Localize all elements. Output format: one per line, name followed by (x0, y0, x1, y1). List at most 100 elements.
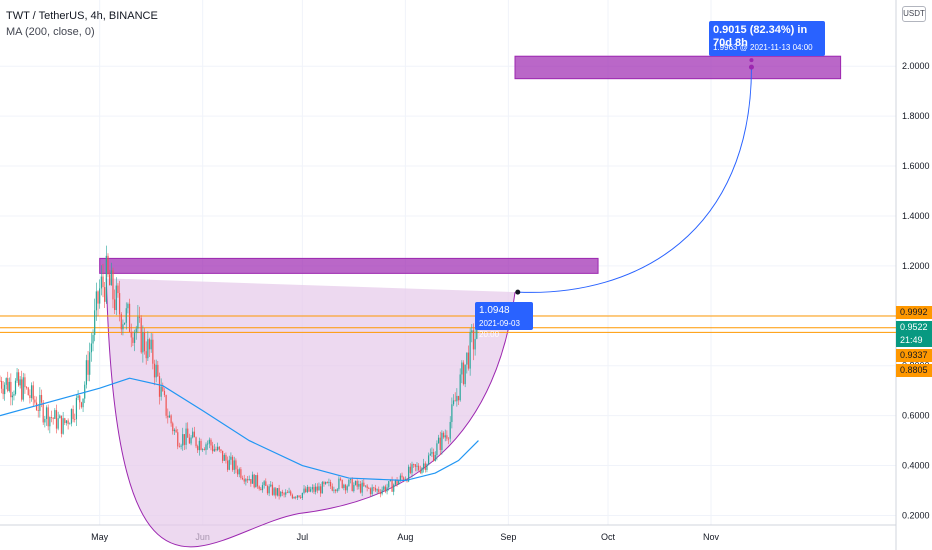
candle-body (207, 443, 209, 445)
y-tick-label: 1.6000 (902, 161, 930, 171)
candle-body (246, 479, 249, 481)
projection-tooltip: 0.9015 (82.34%) in 70d 8h 1.9963 @ 2021-… (709, 21, 825, 56)
candle-body (383, 486, 385, 490)
candle-body (138, 316, 141, 318)
candle-body (213, 449, 215, 452)
candle-body (469, 332, 471, 369)
target-zone[interactable] (514, 55, 842, 80)
candle-body (236, 469, 239, 475)
candle-body (318, 486, 320, 491)
candle-body (394, 479, 396, 485)
y-tick-label: 0.2000 (902, 510, 930, 520)
candle-body (148, 339, 151, 350)
candle-body (240, 469, 242, 478)
candle-body (286, 492, 289, 494)
candle-body (432, 452, 435, 461)
candle-body (132, 337, 134, 343)
projection-curve[interactable] (517, 67, 752, 293)
candle-body (7, 378, 9, 391)
candle-body (315, 486, 317, 492)
candle-body (276, 488, 279, 496)
resistance-zone[interactable] (99, 257, 599, 274)
cup-pattern-curve (105, 278, 516, 548)
candle-body (13, 394, 15, 396)
projection-start-point[interactable] (515, 289, 521, 295)
price-pill: 21:49 (896, 334, 932, 347)
candle-body (44, 418, 46, 423)
price-pill: 0.9522 (896, 321, 932, 334)
candle-body (238, 469, 240, 475)
candle-body (84, 384, 86, 399)
candle-body (300, 497, 302, 498)
candle-body (147, 339, 149, 359)
y-tick-label: 1.8000 (902, 111, 930, 121)
projection-end-point[interactable] (748, 64, 754, 70)
currency-button[interactable]: USDT (902, 6, 926, 22)
candle-body (16, 372, 18, 381)
candle-body (220, 449, 222, 451)
candle-body (364, 485, 367, 487)
indicator-label[interactable]: MA (200, close, 0) (6, 26, 95, 38)
candle-body (452, 400, 455, 405)
price-pill-label: 0.9992 (900, 307, 928, 317)
candle-body (11, 395, 14, 398)
candle-body (22, 377, 24, 400)
candle-body (130, 332, 132, 338)
candle-body (444, 435, 446, 438)
candle-body (173, 429, 176, 432)
candle-body (321, 482, 323, 494)
projection-handle[interactable] (749, 58, 754, 63)
candle-body (419, 469, 421, 473)
candle-body (398, 480, 400, 485)
candle-body (359, 483, 362, 493)
candle-body (298, 495, 300, 498)
candle-body (2, 388, 4, 395)
candle-body (50, 417, 53, 418)
candle-body (128, 303, 131, 333)
candle-body (466, 352, 468, 365)
candle-body (338, 478, 340, 490)
candle-body (163, 391, 166, 396)
candle-body (323, 482, 325, 485)
candle-body (82, 398, 84, 408)
candle-body (25, 387, 28, 388)
candle-body (436, 443, 438, 456)
candle-body (329, 481, 332, 487)
candle-body (255, 475, 257, 488)
candle-body (54, 410, 56, 419)
candle-body (281, 491, 284, 494)
point-price-label: 1.0948 (479, 305, 510, 316)
candle-body (29, 395, 31, 399)
x-tick-label: May (91, 532, 109, 542)
candle-body (386, 487, 388, 492)
candle-body (14, 380, 17, 395)
candle-body (423, 463, 425, 468)
candle-body (371, 487, 373, 494)
candle-body (168, 415, 171, 418)
candle-body (80, 402, 83, 408)
candle-body (102, 276, 104, 288)
candle-body (391, 479, 393, 492)
candle-body (165, 395, 167, 416)
candle-body (446, 435, 448, 439)
candle-body (202, 449, 204, 450)
candle-body (344, 484, 347, 491)
price-pill: 0.9337 (896, 349, 932, 362)
y-tick-label: 1.2000 (902, 261, 930, 271)
candle-body (69, 423, 71, 425)
candle-body (185, 428, 187, 445)
candle-body (306, 486, 308, 493)
candle-body (293, 496, 295, 499)
candle-body (127, 303, 129, 309)
candle-body (333, 489, 335, 491)
candle-body (155, 364, 157, 378)
candle-body (183, 434, 186, 445)
candle-body (431, 452, 433, 454)
candle-body (95, 291, 97, 311)
candle-body (99, 288, 101, 304)
candle-body (197, 446, 199, 451)
candle-body (474, 338, 476, 350)
price-pill: 0.9992 (896, 306, 932, 319)
candle-body (261, 485, 264, 491)
